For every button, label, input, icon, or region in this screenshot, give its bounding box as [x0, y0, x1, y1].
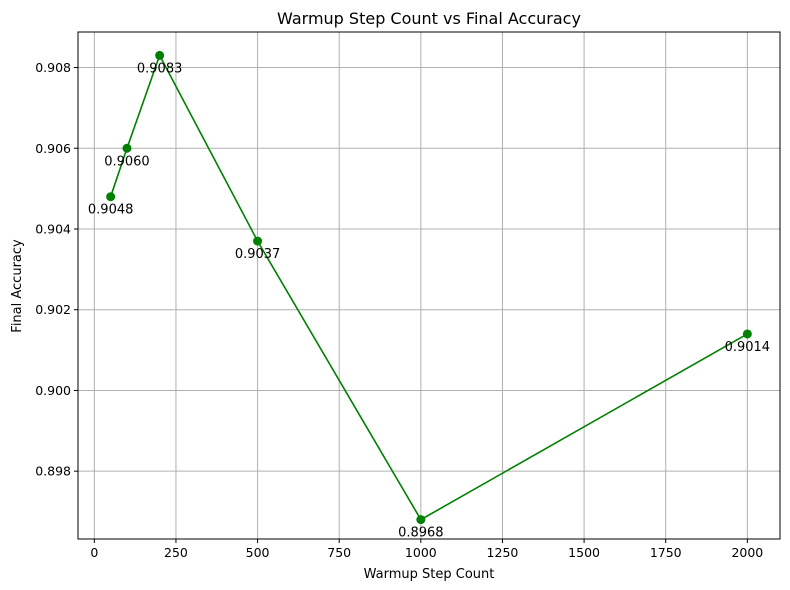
data-point [122, 144, 131, 153]
data-label: 0.9048 [88, 203, 134, 218]
data-label: 0.9014 [725, 340, 771, 355]
x-tick-label: 1500 [568, 545, 600, 560]
data-point [253, 237, 262, 246]
y-tick-label: 0.900 [35, 383, 71, 398]
plot-frame [78, 32, 780, 539]
data-label: 0.9060 [104, 154, 150, 169]
chart-title: Warmup Step Count vs Final Accuracy [277, 9, 581, 28]
x-tick-label: 750 [327, 545, 351, 560]
y-tick-label: 0.898 [35, 464, 71, 479]
x-axis-label: Warmup Step Count [364, 567, 495, 582]
data-label: 0.9083 [137, 61, 183, 76]
x-tick-label: 0 [90, 545, 98, 560]
y-tick-label: 0.902 [35, 302, 71, 317]
data-point [416, 515, 425, 524]
y-axis-label: Final Accuracy [10, 239, 25, 333]
y-tick-label: 0.904 [35, 221, 71, 236]
x-tick-label: 1000 [405, 545, 437, 560]
series-line [111, 55, 748, 519]
data-label: 0.8968 [398, 526, 444, 541]
x-tick-label: 1750 [650, 545, 682, 560]
grid [78, 32, 780, 539]
x-tick-label: 2000 [731, 545, 763, 560]
data-point [155, 51, 164, 60]
x-tick-label: 500 [246, 545, 270, 560]
series-layer: 0.9048 0.9060 0.9083 0.9037 0.8968 0.9014 [88, 51, 770, 541]
data-point [106, 192, 115, 201]
x-tick-label: 250 [164, 545, 188, 560]
y-tick-label: 0.908 [35, 60, 71, 75]
y-tick-label: 0.906 [35, 141, 71, 156]
x-tick-label: 1250 [487, 545, 519, 560]
data-label: 0.9037 [235, 247, 281, 262]
data-point [743, 329, 752, 338]
